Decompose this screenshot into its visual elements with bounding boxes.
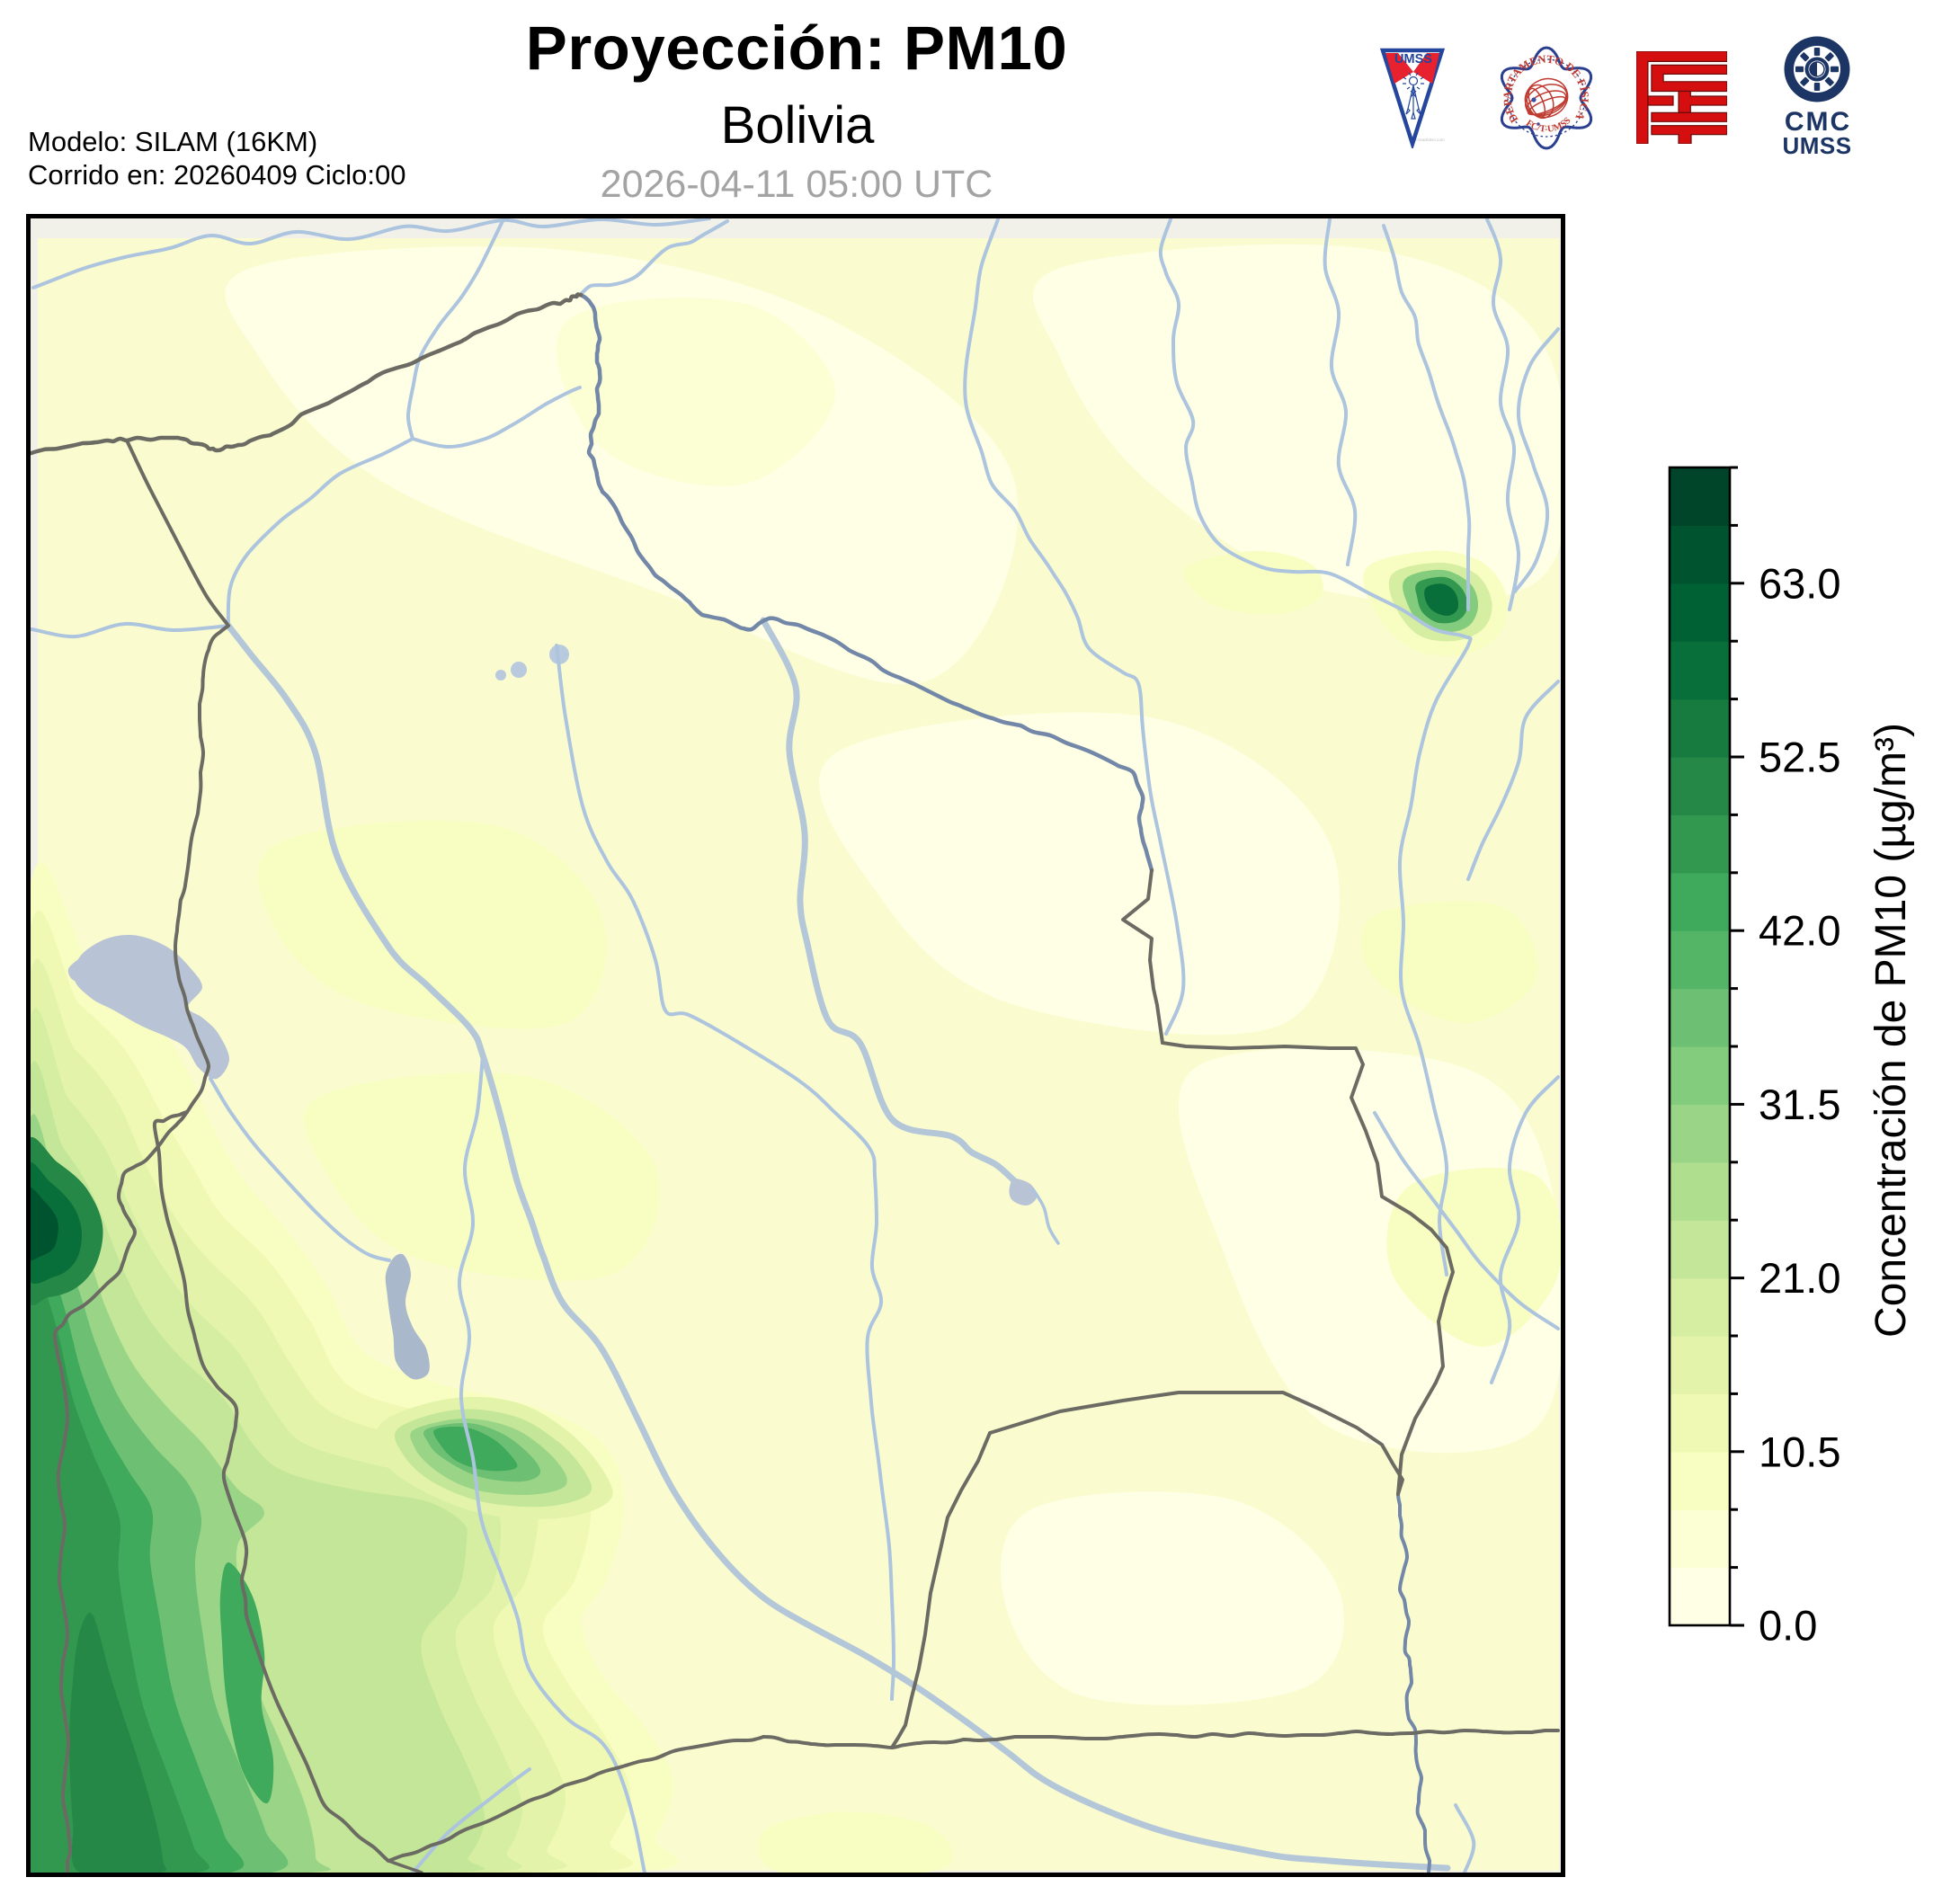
svg-text:0.0: 0.0 xyxy=(1759,1602,1817,1650)
svg-text:63.0: 63.0 xyxy=(1759,559,1840,607)
svg-text:21.0: 21.0 xyxy=(1759,1254,1840,1302)
svg-text:Concentración de PM10 (µg/m³): Concentración de PM10 (µg/m³) xyxy=(1867,723,1915,1338)
svg-text:CMC: CMC xyxy=(1785,107,1851,137)
svg-text:31.5: 31.5 xyxy=(1759,1081,1840,1128)
svg-text:10.5: 10.5 xyxy=(1759,1428,1840,1475)
svg-text:UMSS: UMSS xyxy=(1394,52,1432,67)
svg-text:creadictivo.com: creadictivo.com xyxy=(1416,138,1445,142)
svg-text:UMSS: UMSS xyxy=(1782,132,1851,159)
svg-text:42.0: 42.0 xyxy=(1759,907,1840,955)
svg-text:52.5: 52.5 xyxy=(1759,734,1840,781)
